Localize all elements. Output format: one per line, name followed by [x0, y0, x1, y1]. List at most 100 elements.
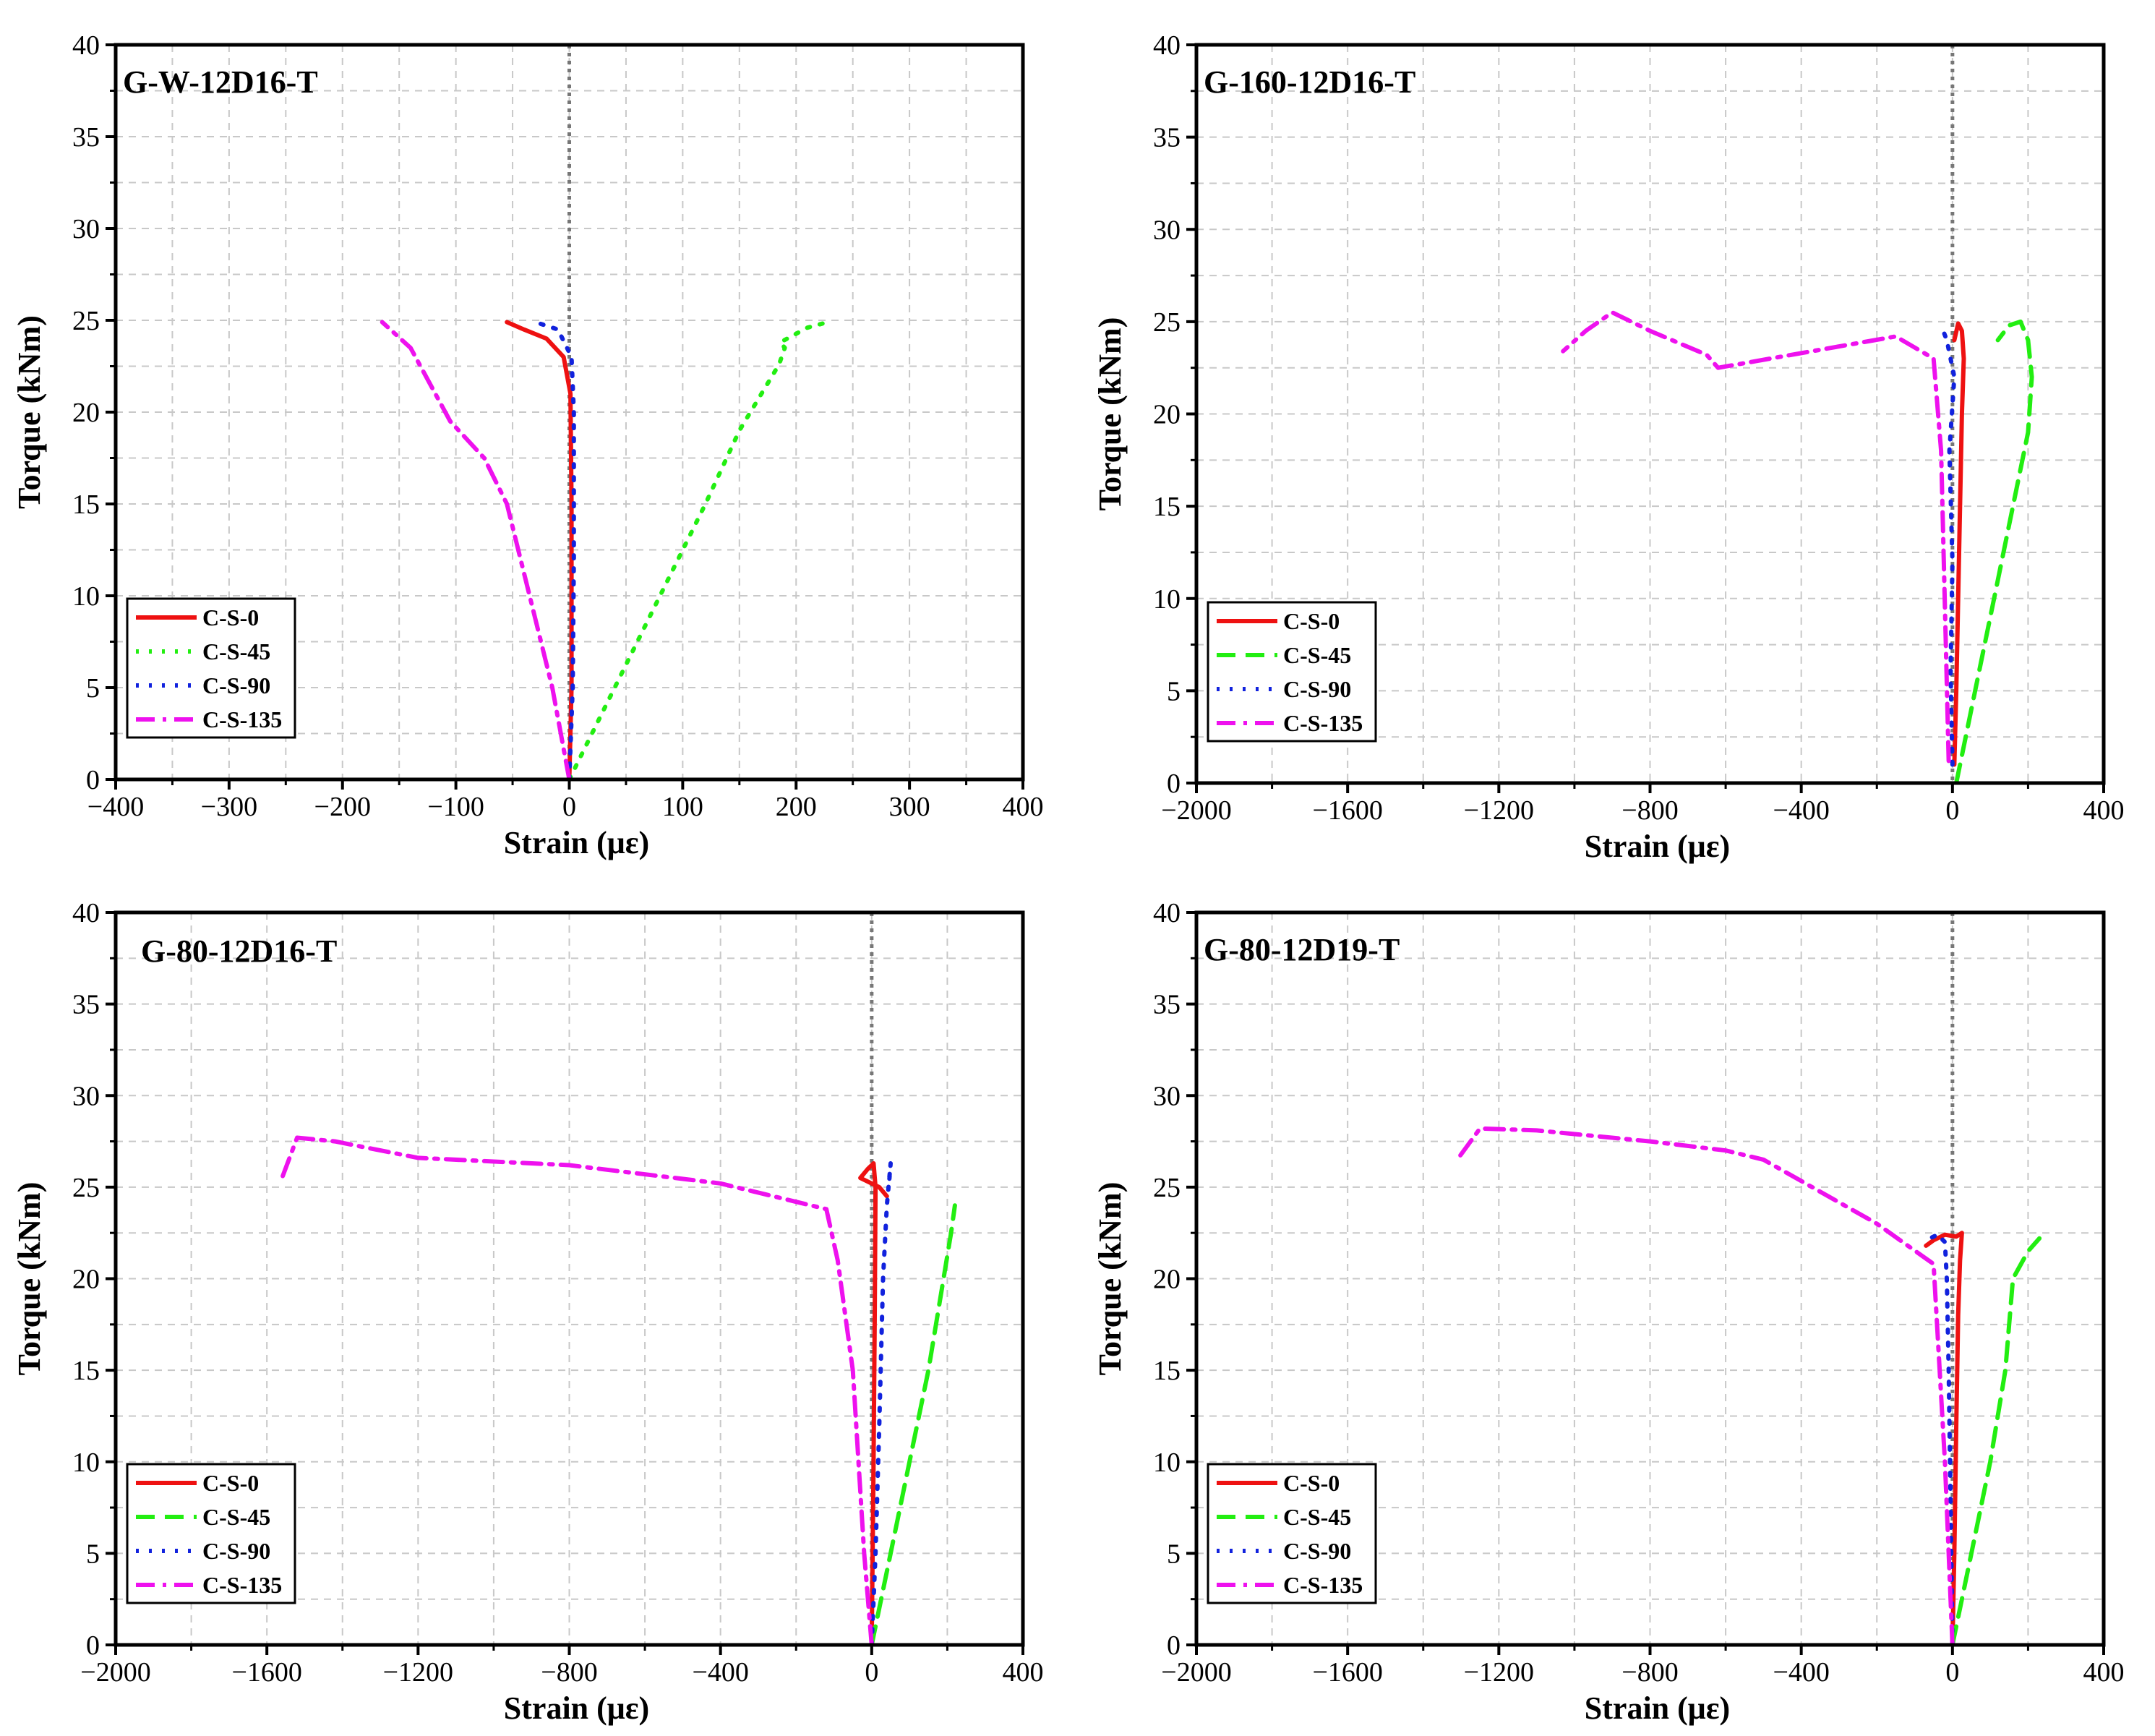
panel-title: G-160-12D16-T: [1204, 64, 1415, 100]
legend-label: C-S-0: [1283, 1470, 1340, 1496]
x-tick-label: −100: [427, 792, 484, 822]
y-tick-label: 35: [72, 990, 100, 1020]
y-tick-label: 30: [1153, 215, 1181, 245]
y-tick-label: 15: [72, 1356, 100, 1386]
y-tick-label: 35: [72, 122, 100, 153]
x-tick-label: 400: [1003, 792, 1044, 822]
grid: [116, 45, 1023, 779]
x-tick-label: 200: [776, 792, 817, 822]
x-tick-label: 0: [1945, 1657, 1959, 1688]
x-tick-label: 300: [889, 792, 930, 822]
series-line-c-s-45: [1954, 319, 2034, 783]
legend-box: [126, 597, 296, 739]
series-line-c-s-135: [380, 320, 572, 779]
legend-label: C-S-135: [1283, 710, 1363, 736]
series-line-c-s-90: [1939, 323, 1957, 767]
y-tick-label: 25: [1153, 1173, 1181, 1203]
series-line-c-s-135: [1561, 310, 1951, 764]
y-tick-label: 5: [86, 1539, 100, 1569]
series-line-c-s-135: [1454, 1126, 1955, 1645]
x-tick-label: 0: [865, 1657, 878, 1688]
legend-label: C-S-135: [202, 1572, 282, 1598]
panel-title: G-W-12D16-T: [123, 64, 318, 100]
x-tick-label: −1200: [1464, 1657, 1534, 1688]
x-tick-label: −400: [1773, 1657, 1829, 1688]
y-tick-label: 35: [1153, 990, 1181, 1020]
x-tick-label: −1600: [231, 1657, 301, 1688]
x-tick-label: 0: [562, 792, 576, 822]
legend-label: C-S-45: [202, 1504, 270, 1530]
chart-panels: −400 −300 −200 −100 0 100 200 300 40005101520253…: [12, 30, 2125, 1726]
y-axis-title: Torque (kNm): [1092, 317, 1128, 511]
y-tick-label: 30: [72, 1081, 100, 1111]
legend-label: C-S-45: [202, 638, 270, 664]
y-tick-label: 20: [72, 398, 100, 428]
series-line-c-s-0: [858, 1161, 889, 1645]
chart-panel-2: −2000 −1600 −1200 −800 −400 0 400 0 5 10 15 20 25 30 3…: [1092, 30, 2125, 864]
legend-label: C-S-0: [1283, 608, 1340, 634]
x-tick-label: −300: [201, 792, 257, 822]
x-tick-label: −2000: [1161, 795, 1231, 826]
x-tick-label: 400: [2083, 795, 2125, 826]
series-line-c-s-45: [1950, 1236, 2042, 1645]
x-axis-title: Strain (με): [1585, 829, 1730, 864]
series-group: [280, 1135, 957, 1645]
series-group: [1561, 310, 2034, 783]
series-line-c-s-90: [533, 320, 576, 779]
x-tick-label: 0: [1945, 795, 1959, 826]
x-tick-label: −800: [1621, 1657, 1678, 1688]
y-axis-title: Torque (kNm): [12, 315, 47, 509]
y-tick-label: 10: [1153, 584, 1181, 615]
y-tick-label: 5: [86, 673, 100, 704]
x-tick-label: −400: [1773, 795, 1829, 826]
y-tick-label: 30: [1153, 1081, 1181, 1111]
y-tick-label: 20: [1153, 400, 1181, 430]
chart-panel-1: −400 −300 −200 −100 0 100 200 300 400 0 5 10 15 20 25 3…: [12, 30, 1044, 860]
series-line-c-s-0: [1952, 321, 1966, 767]
series-group: [1454, 1126, 2042, 1645]
legend-box: [1207, 601, 1377, 743]
y-axis-title: Torque (kNm): [12, 1182, 47, 1376]
y-tick-label: 10: [1153, 1448, 1181, 1478]
x-tick-label: −1600: [1312, 1657, 1382, 1688]
x-tick-label: −2000: [80, 1657, 150, 1688]
panel-title: G-80-12D16-T: [141, 933, 337, 969]
series-line-c-s-90: [1927, 1232, 1955, 1645]
legend: C-S-0 C-S-45 C-S-90 C-S-135: [1207, 1463, 1377, 1604]
legend: C-S-0 C-S-45 C-S-90 C-S-135: [126, 1463, 296, 1604]
y-tick-label: 15: [1153, 492, 1181, 522]
y-tick-label: 35: [1153, 123, 1181, 153]
series-line-c-s-0: [505, 320, 574, 779]
series-line-c-s-0: [1924, 1231, 1964, 1645]
y-tick-label: 25: [72, 306, 100, 336]
x-tick-label: −800: [541, 1657, 597, 1688]
x-tick-label: −400: [692, 1657, 748, 1688]
y-axis-title: Torque (kNm): [1092, 1182, 1128, 1376]
legend: C-S-0 C-S-45 C-S-90 C-S-135: [126, 597, 296, 739]
y-tick-label: 40: [72, 898, 100, 928]
x-tick-label: −1600: [1312, 795, 1382, 826]
y-tick-label: 25: [72, 1173, 100, 1203]
legend-label: C-S-135: [1283, 1572, 1363, 1598]
y-tick-label: 0: [86, 765, 100, 795]
x-tick-label: 400: [2083, 1657, 2125, 1688]
series-line-c-s-135: [280, 1135, 874, 1645]
legend-label: C-S-90: [202, 1538, 270, 1564]
y-tick-label: 15: [1153, 1356, 1181, 1386]
y-tick-label: 5: [1167, 676, 1181, 706]
legend-label: C-S-0: [202, 1470, 259, 1496]
series-group: [380, 320, 831, 779]
x-axis-title: Strain (με): [504, 1690, 649, 1726]
series-line-c-s-90: [869, 1161, 893, 1645]
x-tick-label: −1200: [1464, 795, 1534, 826]
y-tick-label: 10: [72, 1448, 100, 1478]
y-tick-label: 40: [72, 30, 100, 61]
x-axis-title: Strain (με): [1585, 1690, 1730, 1726]
legend-label: C-S-45: [1283, 1504, 1351, 1530]
legend-label: C-S-90: [1283, 676, 1351, 702]
legend-label: C-S-90: [1283, 1538, 1351, 1564]
y-tick-label: 40: [1153, 30, 1181, 61]
x-tick-label: −200: [314, 792, 371, 822]
